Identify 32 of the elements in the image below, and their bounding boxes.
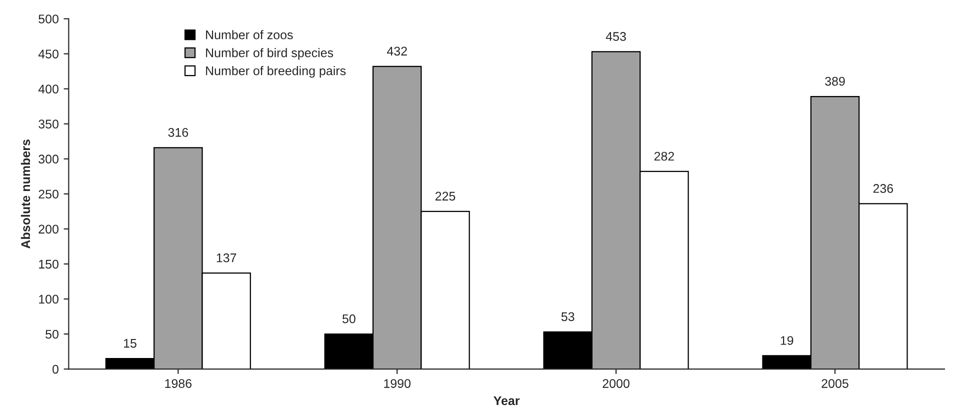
legend-label: Number of breeding pairs — [206, 66, 346, 78]
y-axis-title: Absolute numbers — [20, 140, 30, 248]
legend-label: Number of bird species — [206, 48, 334, 60]
data-label: 137 — [216, 253, 236, 262]
x-tick-label: 1990 — [384, 379, 411, 388]
x-tick-label: 1986 — [165, 379, 192, 388]
y-tick-label: 400 — [38, 84, 58, 94]
data-label: 53 — [561, 312, 574, 322]
data-label: 432 — [386, 46, 407, 56]
data-label: 50 — [342, 314, 356, 324]
y-tick-label: 300 — [38, 154, 58, 164]
data-label: 225 — [435, 192, 456, 201]
legend-label: Number of zoos — [206, 30, 293, 40]
y-tick-label: 50 — [46, 330, 58, 339]
x-tick-label: 2005 — [822, 379, 848, 388]
y-tick-label: 100 — [39, 294, 58, 304]
y-tick-label: 350 — [38, 120, 58, 128]
y-tick-label: 0 — [52, 364, 58, 374]
y-tick-label: 450 — [38, 50, 58, 58]
y-tick-label: 150 — [39, 260, 58, 269]
x-axis-title: Year — [494, 396, 520, 406]
data-label: 236 — [873, 184, 894, 193]
data-label: 19 — [780, 336, 794, 345]
data-label: 282 — [654, 152, 674, 161]
y-tick-label: 250 — [38, 190, 58, 199]
data-label: 15 — [124, 339, 136, 348]
y-tick-label: 200 — [38, 224, 58, 234]
y-tick-label: 500 — [38, 14, 58, 24]
x-tick-label: 2000 — [602, 379, 630, 388]
data-label: 316 — [168, 128, 188, 137]
data-label: 389 — [825, 76, 845, 86]
data-label: 453 — [606, 32, 626, 41]
